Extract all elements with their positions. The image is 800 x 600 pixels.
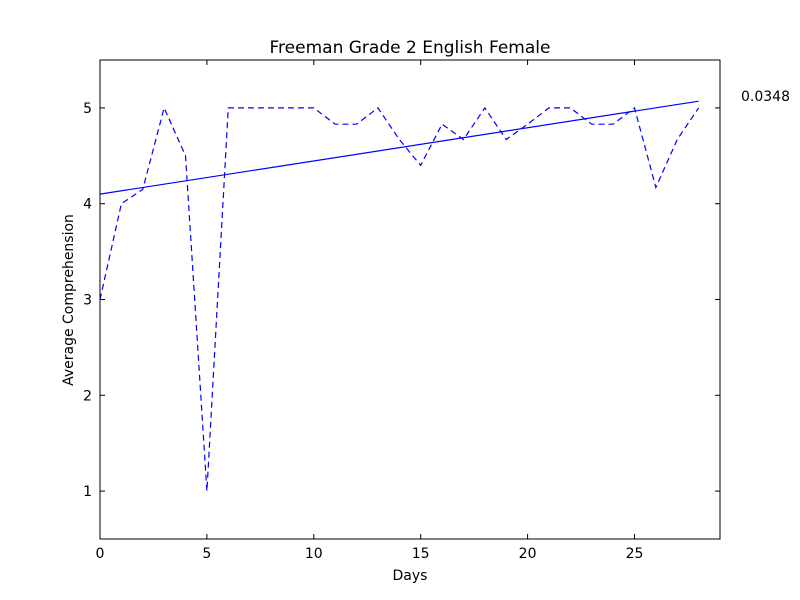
x-tick-label: 0 [96,546,105,562]
x-tick-label: 10 [305,546,323,562]
x-tick-label: 25 [626,546,644,562]
x-tick-label: 15 [412,546,430,562]
x-tick-label: 20 [519,546,537,562]
chart-title: Freeman Grade 2 English Female [270,38,551,58]
series-layer [99,100,700,492]
plot-frame [99,59,721,540]
axis-ticks: 0 5 10 15 20 25 1 2 3 4 5 [83,60,720,562]
y-tick-label: 4 [83,197,92,213]
series-daily-average-line [99,106,700,492]
y-tick-label: 5 [83,101,92,117]
y-tick-label: 3 [83,293,92,309]
y-tick-label: 2 [83,388,92,404]
slope-annotation: 0.0348 [741,89,790,105]
x-tick-label: 5 [202,546,211,562]
trend-line [99,100,699,195]
y-axis-label: Average Comprehension [61,214,77,386]
y-tick-label: 1 [83,484,92,500]
x-axis-label: Days [393,568,428,584]
